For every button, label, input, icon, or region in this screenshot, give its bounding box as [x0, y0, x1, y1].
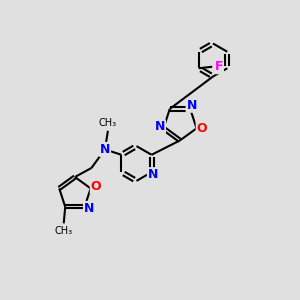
Text: F: F [214, 60, 223, 73]
Text: CH₃: CH₃ [99, 118, 117, 128]
Text: N: N [148, 168, 158, 181]
Text: O: O [196, 122, 207, 135]
Text: O: O [91, 180, 101, 194]
Text: N: N [187, 99, 197, 112]
Text: CH₃: CH₃ [55, 226, 73, 236]
Text: N: N [84, 202, 94, 215]
Text: N: N [100, 143, 110, 156]
Text: N: N [155, 120, 165, 134]
